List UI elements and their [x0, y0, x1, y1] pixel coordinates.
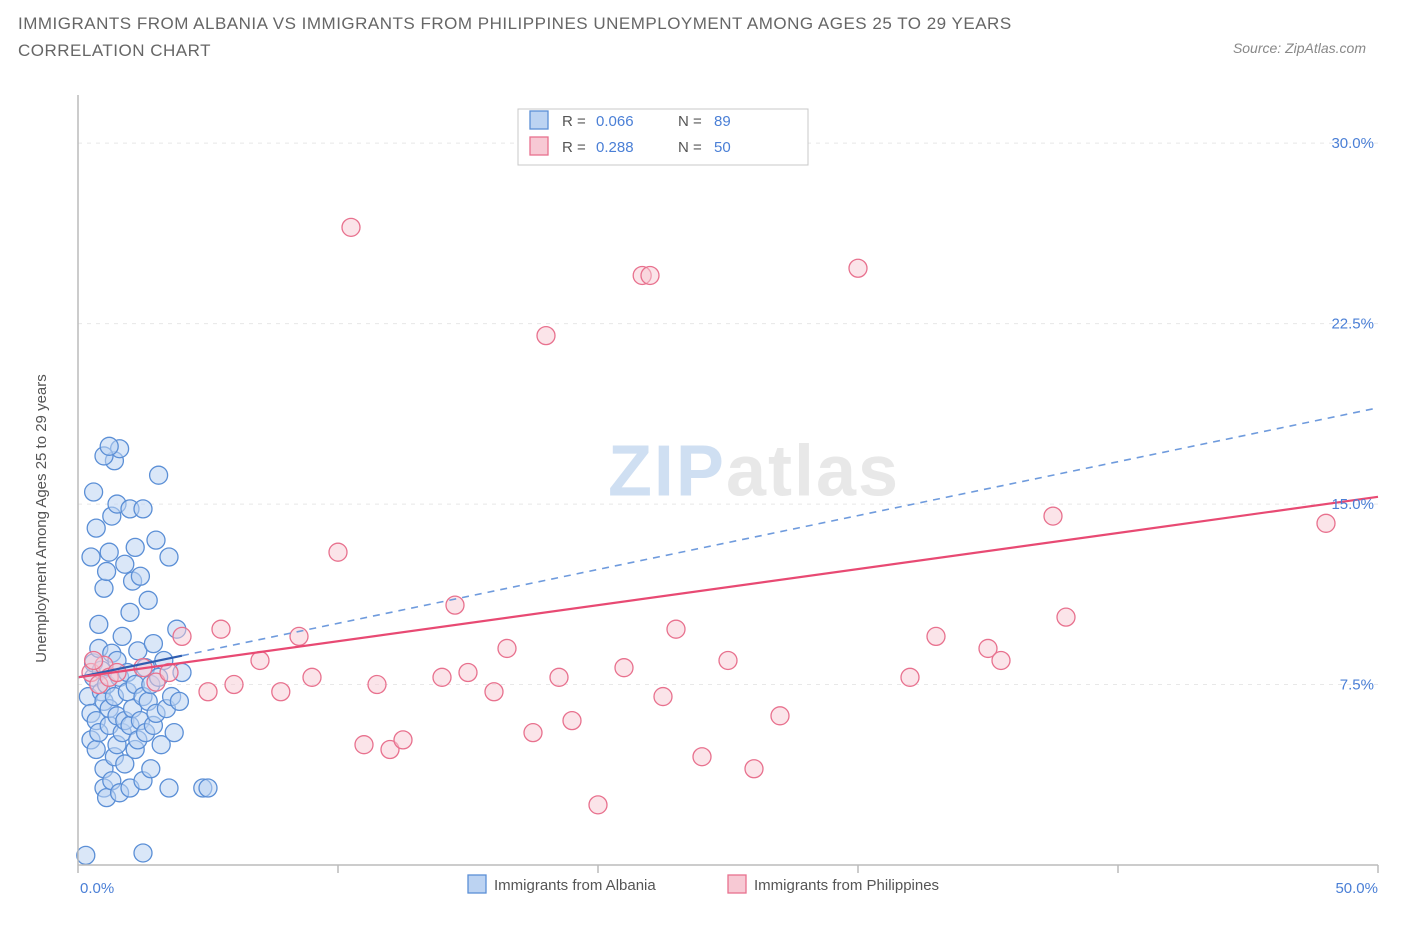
data-point — [113, 627, 131, 645]
legend-swatch — [728, 875, 746, 893]
data-point — [121, 603, 139, 621]
data-point — [139, 591, 157, 609]
data-point — [693, 748, 711, 766]
data-point — [927, 627, 945, 645]
data-point — [98, 562, 116, 580]
data-point — [272, 683, 290, 701]
legend-swatch — [530, 137, 548, 155]
data-point — [147, 531, 165, 549]
data-point — [173, 627, 191, 645]
data-point — [524, 724, 542, 742]
data-point — [199, 683, 217, 701]
stat-label: N = — [678, 113, 702, 130]
data-point — [303, 668, 321, 686]
data-point — [901, 668, 919, 686]
chart-title: IMMIGRANTS FROM ALBANIA VS IMMIGRANTS FR… — [18, 10, 1118, 64]
stat-label: N = — [678, 139, 702, 156]
stat-value: 89 — [714, 113, 731, 130]
data-point — [95, 579, 113, 597]
legend-swatch — [530, 111, 548, 129]
data-point — [144, 635, 162, 653]
legend-label: Immigrants from Albania — [494, 877, 656, 894]
data-point — [771, 707, 789, 725]
data-point — [87, 519, 105, 537]
data-point — [100, 437, 118, 455]
data-point — [329, 543, 347, 561]
data-point — [87, 741, 105, 759]
data-point — [368, 676, 386, 694]
y-axis-label: Unemployment Among Ages 25 to 29 years — [33, 374, 50, 663]
data-point — [160, 779, 178, 797]
data-point — [199, 779, 217, 797]
data-point — [537, 327, 555, 345]
data-point — [563, 712, 581, 730]
data-point — [290, 627, 308, 645]
data-point — [82, 548, 100, 566]
data-point — [165, 724, 183, 742]
legend-label: Immigrants from Philippines — [754, 877, 939, 894]
x-tick-label: 0.0% — [80, 880, 114, 897]
scatter-chart: ZIPatlas 0.0% 50.0% 7.5% 15.0% 22.5% 30.0% Unem… — [18, 85, 1406, 930]
data-point — [485, 683, 503, 701]
data-point — [131, 567, 149, 585]
stat-label: R = — [562, 113, 586, 130]
data-point — [160, 548, 178, 566]
data-point — [126, 538, 144, 556]
data-point — [459, 664, 477, 682]
y-tick-label: 22.5% — [1331, 316, 1374, 333]
data-point — [142, 760, 160, 778]
stat-label: R = — [562, 139, 586, 156]
data-point — [85, 651, 103, 669]
data-point — [394, 731, 412, 749]
data-point — [251, 651, 269, 669]
y-tick-label: 15.0% — [1331, 496, 1374, 513]
watermark: ZIPatlas — [608, 431, 900, 511]
data-point — [116, 555, 134, 573]
data-point — [654, 688, 672, 706]
data-point — [342, 218, 360, 236]
y-tick-label: 7.5% — [1340, 677, 1374, 694]
data-point — [745, 760, 763, 778]
data-point — [170, 692, 188, 710]
data-point — [992, 651, 1010, 669]
data-point — [134, 500, 152, 518]
data-point — [85, 483, 103, 501]
data-point — [1317, 514, 1335, 532]
data-point — [355, 736, 373, 754]
data-point — [77, 846, 95, 864]
data-point — [550, 668, 568, 686]
data-point — [641, 266, 659, 284]
data-point — [615, 659, 633, 677]
data-point — [212, 620, 230, 638]
data-point — [1057, 608, 1075, 626]
data-point — [225, 676, 243, 694]
data-point — [498, 639, 516, 657]
data-point — [1044, 507, 1062, 525]
legend-swatch — [468, 875, 486, 893]
chart-container: ZIPatlas 0.0% 50.0% 7.5% 15.0% 22.5% 30.0% Unem… — [18, 85, 1406, 930]
stat-value: 0.288 — [596, 139, 634, 156]
stat-value: 0.066 — [596, 113, 634, 130]
x-tick-label: 50.0% — [1335, 880, 1378, 897]
chart-source: Source: ZipAtlas.com — [1233, 40, 1366, 56]
data-point — [433, 668, 451, 686]
y-tick-label: 30.0% — [1331, 135, 1374, 152]
data-point — [667, 620, 685, 638]
data-point — [100, 543, 118, 561]
stat-value: 50 — [714, 139, 731, 156]
data-point — [849, 259, 867, 277]
data-point — [90, 615, 108, 633]
data-point — [589, 796, 607, 814]
trend-line — [78, 497, 1378, 677]
data-point — [719, 651, 737, 669]
data-point — [150, 466, 168, 484]
data-point — [134, 844, 152, 862]
